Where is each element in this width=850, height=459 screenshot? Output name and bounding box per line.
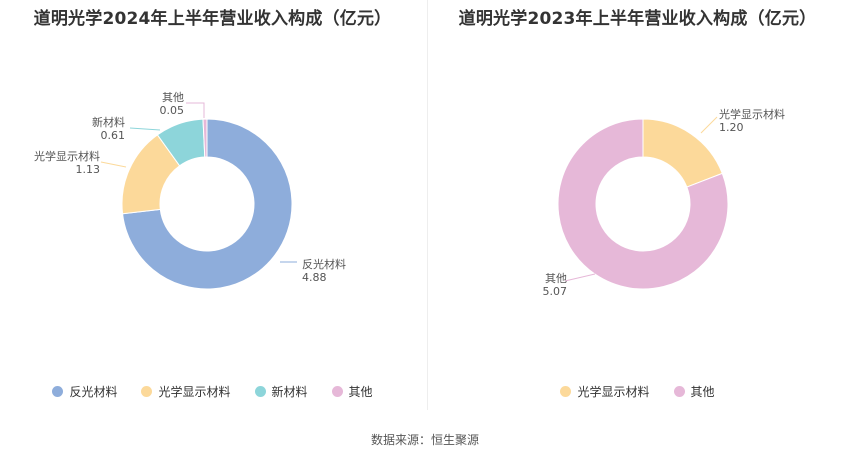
slice-value-label: 0.05 xyxy=(160,104,185,117)
donut-slice-3[interactable] xyxy=(202,118,208,158)
leader-line-0 xyxy=(700,116,718,134)
legend-label: 反光材料 xyxy=(69,385,118,399)
legend-item[interactable]: 光学显示材料 xyxy=(141,383,231,400)
slice-value-label: 4.88 xyxy=(302,271,327,284)
chart-panel-2023: 道明光学2023年上半年营业收入构成（亿元） 光学显示材料 1.20 其他 5.07 … xyxy=(425,0,850,420)
slice-category-label: 其他 xyxy=(545,272,567,285)
legend-label: 新材料 xyxy=(271,385,308,399)
legend-2024: 反光材料 光学显示材料 新材料 其他 xyxy=(0,383,425,400)
slice-value-label: 0.61 xyxy=(101,129,126,142)
slice-value-label: 1.20 xyxy=(719,121,744,134)
legend-label: 其他 xyxy=(348,385,373,399)
legend-dot-icon xyxy=(560,386,572,397)
slice-category-label: 光学显示材料 xyxy=(34,149,100,163)
donut-slice-0[interactable] xyxy=(642,118,723,188)
legend-dot-icon xyxy=(673,386,685,397)
donut-slice-1[interactable] xyxy=(557,118,729,290)
legend-label: 光学显示材料 xyxy=(577,385,650,399)
legend-item[interactable]: 反光材料 xyxy=(52,383,117,400)
leader-line-1 xyxy=(564,273,596,282)
legend-2023: 光学显示材料 其他 xyxy=(425,383,850,400)
data-source: 数据来源：恒生聚源 xyxy=(370,433,479,447)
slice-value-label: 1.13 xyxy=(76,163,101,176)
legend-dot-icon xyxy=(141,386,153,397)
leader-line-2 xyxy=(129,127,161,131)
legend-label: 光学显示材料 xyxy=(158,385,231,399)
leader-line-3 xyxy=(186,102,205,118)
legend-dot-icon xyxy=(254,386,266,397)
slice-value-label: 5.07 xyxy=(543,285,568,298)
chart-panel-2024: 道明光学2024年上半年营业收入构成（亿元） 反光材料 4.88 光学显示材料 1.1… xyxy=(0,0,425,420)
chart-title-2023: 道明光学2023年上半年营业收入构成（亿元） xyxy=(458,9,817,29)
legend-item[interactable]: 其他 xyxy=(331,383,373,400)
donut-slice-0[interactable] xyxy=(122,118,293,290)
legend-dot-icon xyxy=(52,386,64,397)
slice-category-label: 反光材料 xyxy=(302,257,346,271)
legend-label: 其他 xyxy=(690,385,715,399)
slice-category-label: 其他 xyxy=(162,91,184,104)
legend-item[interactable]: 其他 xyxy=(673,383,715,400)
slice-category-label: 光学显示材料 xyxy=(719,107,785,121)
legend-dot-icon xyxy=(331,386,343,397)
legend-item[interactable]: 新材料 xyxy=(254,383,308,400)
slice-category-label: 新材料 xyxy=(92,115,125,129)
leader-line-1 xyxy=(100,161,127,168)
chart-title-2024: 道明光学2024年上半年营业收入构成（亿元） xyxy=(33,9,392,29)
panel-divider xyxy=(427,0,428,410)
legend-item[interactable]: 光学显示材料 xyxy=(560,383,650,400)
